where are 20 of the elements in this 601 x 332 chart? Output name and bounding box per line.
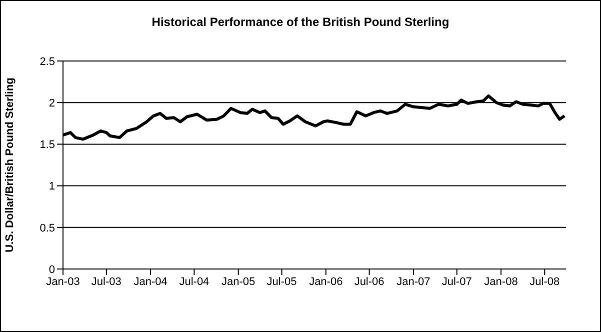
x-tick-label: Jul-05 bbox=[266, 276, 297, 288]
x-tick-label: Jan-03 bbox=[46, 276, 80, 288]
x-tick-label: Jul-03 bbox=[91, 276, 122, 288]
y-axis-title: U.S. Dollar/British Pound Sterling bbox=[4, 78, 16, 252]
x-tick-label: Jul-06 bbox=[354, 276, 384, 288]
y-tick-label: 2.5 bbox=[40, 56, 55, 68]
x-tick-label: Jan-08 bbox=[484, 276, 518, 288]
x-tick-label: Jan-06 bbox=[309, 276, 343, 288]
x-tick-label: Jan-05 bbox=[222, 276, 256, 288]
x-tick-label: Jul-07 bbox=[442, 276, 472, 288]
y-tick-label: 2 bbox=[48, 98, 55, 110]
y-tick-label: 1 bbox=[48, 180, 55, 193]
chart-title: Historical Performance of the British Pound Sterling bbox=[150, 15, 450, 29]
x-tick-label: Jan-04 bbox=[134, 276, 168, 288]
x-tick-label: Jan-07 bbox=[396, 276, 430, 288]
y-tick-label: 1.5 bbox=[40, 139, 55, 152]
y-tick-label: 0.5 bbox=[40, 222, 55, 234]
y-tick-label: 0 bbox=[48, 264, 55, 276]
x-tick-label: Jul-04 bbox=[179, 276, 210, 288]
x-tick-label: Jul-08 bbox=[530, 276, 560, 288]
